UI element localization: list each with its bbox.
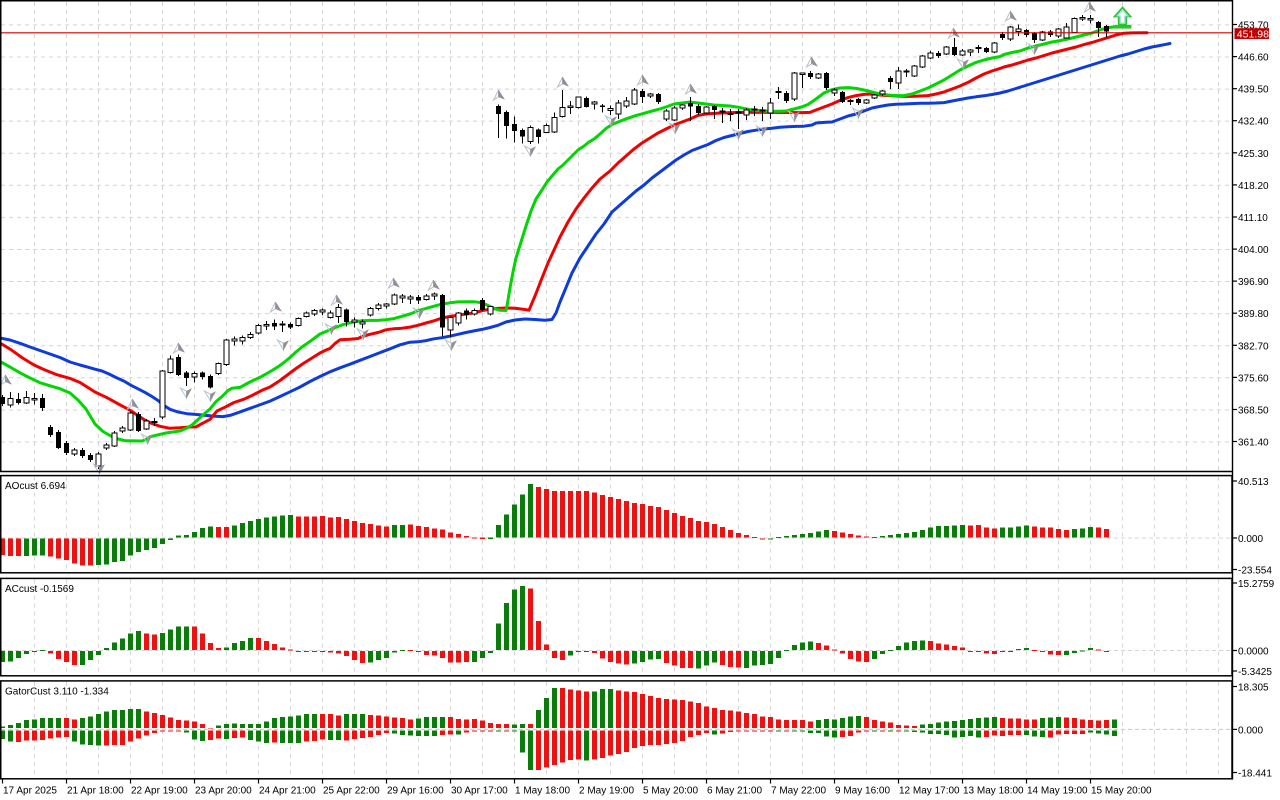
svg-text:5 May 20:00: 5 May 20:00 [643, 786, 698, 797]
svg-text:446.60: 446.60 [1238, 53, 1269, 64]
svg-text:GatorCust 3.110 -1.334: GatorCust 3.110 -1.334 [5, 687, 109, 698]
svg-text:2 May 19:00: 2 May 19:00 [579, 786, 634, 797]
svg-text:439.50: 439.50 [1238, 85, 1269, 96]
svg-text:24 Apr 21:00: 24 Apr 21:00 [259, 786, 316, 797]
svg-text:AOcust 6.694: AOcust 6.694 [5, 481, 66, 492]
svg-text:22 Apr 19:00: 22 Apr 19:00 [131, 786, 188, 797]
svg-text:1 May 18:00: 1 May 18:00 [515, 786, 570, 797]
svg-text:396.90: 396.90 [1238, 277, 1269, 288]
svg-text:432.40: 432.40 [1238, 117, 1269, 128]
svg-text:389.80: 389.80 [1238, 309, 1269, 320]
svg-text:12 May 17:00: 12 May 17:00 [899, 786, 960, 797]
svg-text:21 Apr 18:00: 21 Apr 18:00 [67, 786, 124, 797]
svg-text:14 May 19:00: 14 May 19:00 [1027, 786, 1088, 797]
svg-text:418.20: 418.20 [1238, 181, 1269, 192]
svg-text:15 May 20:00: 15 May 20:00 [1091, 786, 1152, 797]
svg-text:6 May 21:00: 6 May 21:00 [707, 786, 762, 797]
svg-text:15.2759: 15.2759 [1238, 579, 1275, 590]
svg-text:30 Apr 17:00: 30 Apr 17:00 [451, 786, 508, 797]
svg-text:17 Apr 2025: 17 Apr 2025 [3, 786, 57, 797]
svg-text:361.40: 361.40 [1238, 438, 1269, 449]
svg-text:375.60: 375.60 [1238, 373, 1269, 384]
svg-text:7 May 22:00: 7 May 22:00 [771, 786, 826, 797]
svg-text:368.50: 368.50 [1238, 406, 1269, 417]
svg-text:425.30: 425.30 [1238, 149, 1269, 160]
svg-text:40.513: 40.513 [1238, 477, 1269, 488]
svg-text:13 May 18:00: 13 May 18:00 [963, 786, 1024, 797]
svg-text:23 Apr 20:00: 23 Apr 20:00 [195, 786, 252, 797]
svg-text:411.10: 411.10 [1238, 213, 1268, 224]
svg-text:-5.3425: -5.3425 [1238, 667, 1272, 678]
svg-text:404.00: 404.00 [1238, 245, 1269, 256]
svg-text:18.305: 18.305 [1238, 683, 1269, 694]
svg-text:382.70: 382.70 [1238, 341, 1269, 352]
svg-text:ACcust -0.1569: ACcust -0.1569 [5, 584, 74, 595]
svg-text:0.000: 0.000 [1238, 534, 1263, 545]
svg-text:-23.554: -23.554 [1238, 566, 1272, 577]
svg-text:-18.441: -18.441 [1238, 769, 1272, 780]
svg-text:0.0000: 0.0000 [1238, 647, 1269, 658]
svg-text:451.98: 451.98 [1237, 28, 1269, 40]
svg-text:9 May 16:00: 9 May 16:00 [835, 786, 890, 797]
svg-text:0.000: 0.000 [1238, 725, 1263, 736]
svg-text:25 Apr 22:00: 25 Apr 22:00 [323, 786, 380, 797]
svg-text:29 Apr 16:00: 29 Apr 16:00 [387, 786, 444, 797]
svg-text:453.70: 453.70 [1238, 21, 1269, 32]
